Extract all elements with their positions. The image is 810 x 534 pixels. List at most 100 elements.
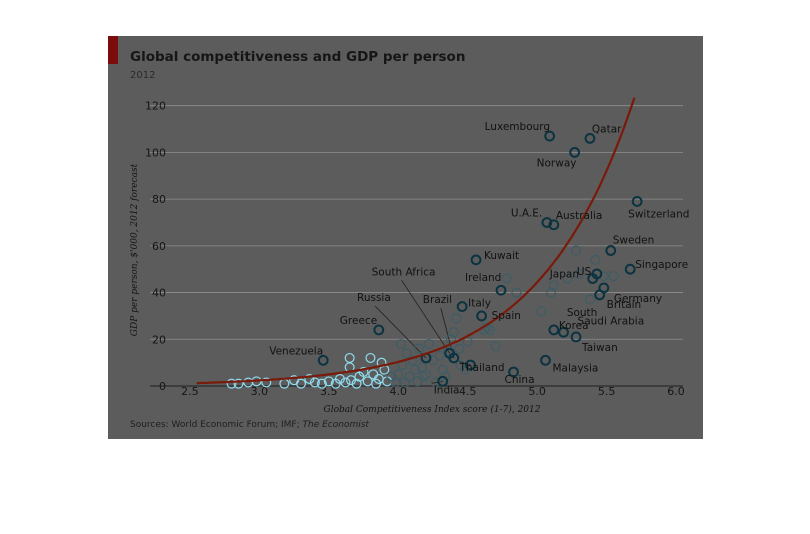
point-label: Spain — [492, 310, 521, 322]
data-point-kuwait — [470, 254, 482, 266]
data-point-norway — [569, 147, 581, 158]
data-point-taiwan — [570, 331, 582, 343]
point-label: Luxembourg — [485, 121, 550, 133]
point-labels: Luxembourg Qatar Norway U.A.E. Australia Swit… — [269, 121, 689, 396]
data-point — [233, 378, 244, 389]
data-point-britain — [594, 289, 606, 301]
data-point — [451, 313, 462, 324]
data-point — [396, 338, 407, 349]
x-tick-label: 2.5 — [181, 385, 199, 398]
point-label: Germany — [614, 293, 662, 305]
point-label: Venezuela — [269, 345, 323, 357]
data-point — [454, 343, 465, 354]
point-label: India — [434, 384, 460, 396]
y-tick-label: 60 — [152, 240, 166, 253]
point-label: Qatar — [592, 123, 622, 135]
data-point — [427, 355, 438, 366]
data-point — [296, 378, 307, 389]
point-label: Norway — [537, 157, 577, 169]
data-point — [226, 378, 237, 389]
data-point — [434, 350, 445, 361]
x-tick-label: 5.5 — [598, 385, 616, 398]
data-point — [608, 271, 619, 282]
point-label: Greece — [340, 315, 377, 327]
point-label: US — [577, 266, 592, 278]
point-label: Malaysia — [552, 362, 598, 374]
data-point — [573, 268, 584, 279]
data-point — [430, 377, 441, 388]
point-label: Switzerland — [628, 208, 689, 220]
data-point — [484, 324, 495, 335]
point-label: Kuwait — [484, 250, 519, 262]
y-tick-label: 20 — [152, 333, 166, 346]
data-point-venezuela — [317, 354, 329, 366]
y-axis-label: GDP per person, $'000, 2012 forecast — [130, 163, 140, 336]
data-point — [304, 373, 315, 384]
data-point-italy — [456, 301, 468, 312]
data-point — [423, 338, 434, 349]
x-tick-label: 3.5 — [320, 385, 338, 398]
source-publication: The Economist — [302, 420, 369, 430]
data-point — [261, 377, 272, 388]
data-point — [351, 378, 362, 389]
data-point-sweden — [605, 245, 617, 256]
point-label: Sweden — [613, 235, 655, 247]
leader-line — [431, 380, 443, 384]
data-point — [590, 254, 601, 265]
data-point — [376, 357, 387, 368]
data-point-ireland — [495, 284, 507, 296]
data-point — [562, 273, 573, 284]
data-point — [316, 378, 327, 389]
x-axis-label: Global Competitiveness Index score (1-7)… — [324, 404, 541, 415]
point-label: Brazil — [423, 294, 452, 306]
brand-accent-bar — [108, 36, 118, 64]
point-label: Ireland — [465, 272, 501, 284]
data-point-australia — [548, 219, 560, 231]
source-note: Sources: World Economic Forum; IMF; The … — [130, 420, 369, 430]
data-point — [344, 352, 355, 363]
point-label: Russia — [357, 292, 391, 304]
point-label: Thailand — [458, 362, 504, 374]
data-point — [448, 327, 459, 338]
data-point-malaysia — [540, 354, 551, 366]
data-point — [548, 280, 559, 291]
x-tick-label: 3.0 — [251, 385, 269, 398]
data-point — [598, 271, 609, 282]
data-point-u-a-e- — [541, 217, 553, 228]
point-label: Italy — [468, 298, 491, 310]
data-point — [546, 287, 557, 298]
data-point-india — [437, 375, 449, 387]
data-point-saudi-arabia — [558, 326, 569, 338]
x-tick-label: 4.5 — [459, 385, 477, 398]
trend-curve — [196, 97, 636, 385]
data-point — [368, 369, 379, 380]
source-prefix: Sources: World Economic Forum; IMF; — [130, 420, 300, 430]
data-point — [334, 373, 345, 384]
leader-line — [457, 360, 471, 366]
point-label: Britain — [607, 299, 642, 311]
data-point — [421, 369, 432, 380]
data-point — [365, 352, 376, 363]
data-point — [279, 378, 290, 389]
y-tick-label: 100 — [145, 146, 166, 159]
leader-line — [401, 280, 450, 354]
y-tick-label: 80 — [152, 193, 166, 206]
point-label: Taiwan — [581, 342, 618, 354]
y-axis-ticks: 0 20 40 60 80 100 120 — [145, 100, 166, 393]
data-point — [571, 245, 582, 256]
data-point — [340, 377, 351, 388]
data-point — [414, 343, 425, 354]
data-point — [490, 341, 501, 352]
data-point — [412, 376, 423, 387]
data-point — [584, 294, 595, 305]
data-point-greece — [373, 324, 385, 336]
data-point — [309, 377, 320, 388]
data-point — [501, 273, 512, 284]
data-point — [401, 348, 412, 359]
y-tick-label: 0 — [159, 380, 166, 393]
point-label: Australia — [556, 210, 602, 222]
chart-panel — [108, 36, 703, 439]
data-point — [393, 369, 404, 380]
point-label: Japan — [549, 269, 579, 281]
data-point — [418, 371, 429, 382]
